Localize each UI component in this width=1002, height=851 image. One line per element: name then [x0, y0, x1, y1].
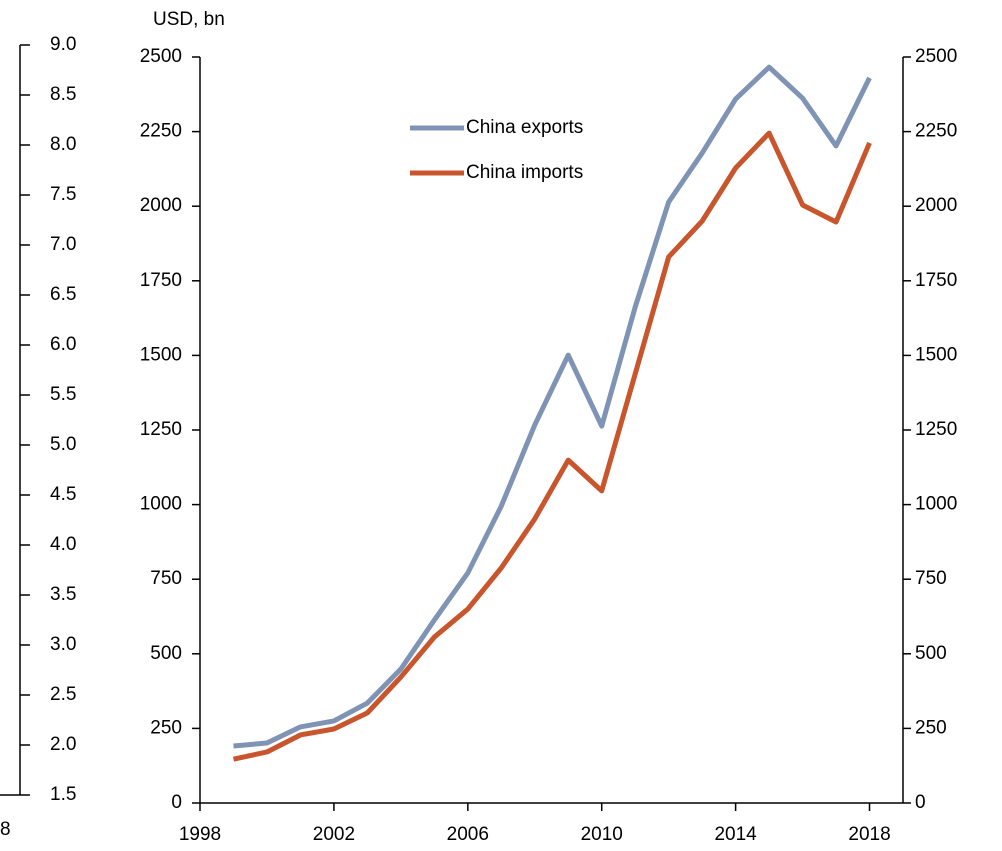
- x-tick-label: 2002: [313, 824, 355, 845]
- y2-tick-label: 2000: [915, 195, 957, 216]
- y-tick-label: 2000: [140, 195, 182, 216]
- y-tick-label: 4.0: [50, 534, 76, 555]
- y-tick-label: 1500: [140, 344, 182, 365]
- x-tick-label: 8: [0, 819, 11, 840]
- y2-tick-label: 500: [915, 643, 947, 664]
- y-tick-label: 6.0: [50, 334, 76, 355]
- y2-tick-label: 250: [915, 717, 947, 738]
- y2-tick-label: 0: [915, 792, 926, 813]
- y-tick-label: 3.0: [50, 634, 76, 655]
- y2-tick-label: 1500: [915, 344, 957, 365]
- y-tick-label: 7.0: [50, 234, 76, 255]
- y-tick-label: 5.5: [50, 384, 76, 405]
- y-tick-label: 2.0: [50, 734, 76, 755]
- y2-tick-label: 2250: [915, 121, 957, 142]
- y-tick-label: 1.5: [50, 784, 76, 805]
- x-tick-label: 2006: [447, 824, 489, 845]
- y-axis-label: USD, bn: [153, 9, 225, 30]
- legend-label: China imports: [466, 162, 583, 183]
- y-tick-label: 9.0: [50, 34, 76, 55]
- line-series: [233, 64, 872, 749]
- x-tick-label: 2010: [581, 824, 623, 845]
- legend-label: China exports: [466, 117, 583, 138]
- y2-tick-label: 2500: [915, 46, 957, 67]
- y-tick-label: 1000: [140, 494, 182, 515]
- y-tick-label: 2500: [140, 46, 182, 67]
- y-tick-label: 750: [150, 568, 182, 589]
- line-series: [232, 130, 872, 762]
- x-tick-label: 1998: [179, 824, 221, 845]
- y2-tick-label: 1750: [915, 270, 957, 291]
- y-tick-label: 8.0: [50, 134, 76, 155]
- y-tick-label: 7.5: [50, 184, 76, 205]
- y-tick-label: 250: [150, 717, 182, 738]
- y2-tick-label: 1250: [915, 419, 957, 440]
- y-tick-label: 500: [150, 643, 182, 664]
- y-tick-label: 1750: [140, 270, 182, 291]
- x-tick-label: 2014: [714, 824, 757, 845]
- y-tick-label: 2.5: [50, 684, 76, 705]
- y-tick-label: 1250: [140, 419, 182, 440]
- y-tick-label: 0: [171, 792, 182, 813]
- y-tick-label: 3.5: [50, 584, 76, 605]
- y2-tick-label: 750: [915, 568, 947, 589]
- x-tick-label: 2018: [848, 824, 890, 845]
- y-tick-label: 6.5: [50, 284, 76, 305]
- y-tick-label: 8.5: [50, 84, 76, 105]
- y-tick-label: 5.0: [50, 434, 76, 455]
- y-tick-label: 4.5: [50, 484, 76, 505]
- y-tick-label: 2250: [140, 121, 182, 142]
- y2-tick-label: 1000: [915, 494, 957, 515]
